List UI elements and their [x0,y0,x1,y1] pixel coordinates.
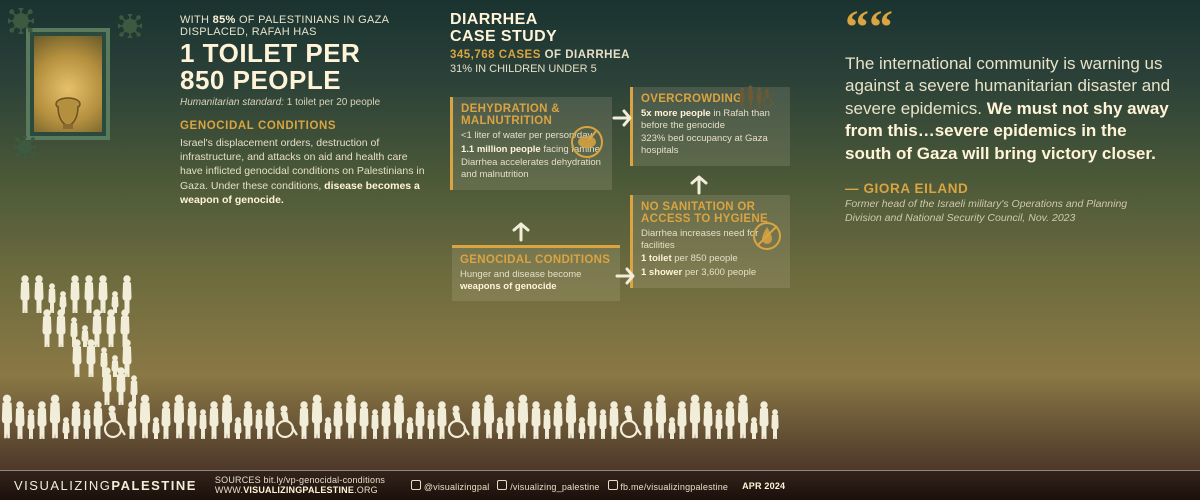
footer-bar: VISUALIZINGPALESTINE SOURCES bit.ly/vp-g… [0,470,1200,500]
quote-attribution: — GIORA EILAND [845,181,1175,196]
silhouette-person [96,275,110,313]
silhouette-person [103,405,127,439]
box-overcrowding: OVERCROWDING 5x more people in Rafah tha… [630,87,790,167]
silhouette-person [104,309,118,347]
crowd-icon [738,85,782,113]
quote-role: Former head of the Israeli military's Op… [845,198,1135,225]
silhouette-person [619,405,643,439]
hill-silhouettes [10,185,230,405]
silhouette-person [275,405,299,439]
intro-line: WITH 85% OF PALESTINIANS IN GAZA DISPLAC… [180,14,425,38]
social-x: @visualizingpal [411,480,489,492]
social-icon [608,480,618,490]
box-dehydration: DEHYDRATION & MALNUTRITION <1 liter of w… [450,97,612,191]
flow-arrow [610,107,632,129]
social-icon [411,480,421,490]
case-count: 345,768 CASES OF DIARRHEA [450,49,790,61]
silhouette-person [40,309,54,347]
silhouette-person [98,347,110,377]
silhouette-person [90,309,104,347]
toilet-icon [50,96,86,130]
social-links: @visualizingpal /visualizing_palestine f… [411,480,728,492]
humanitarian-standard: Humanitarian standard: 1 toilet per 20 p… [180,97,425,108]
case-study-column: DIARRHEACASE STUDY 345,768 CASES OF DIAR… [450,12,790,407]
social-handle: /visualizing_palestine [510,482,599,492]
sources-line: SOURCES bit.ly/vp-genocidal-conditions W… [215,476,385,496]
virus-icon [14,136,36,158]
box-genocidal: GENOCIDAL CONDITIONS Hunger and disease … [452,245,620,302]
virus-icon [8,8,34,34]
flow-arrow [510,222,532,244]
box-sanitation: NO SANITATION OR ACCESS TO HYGIENE Diarr… [630,195,790,289]
section-title-genocidal: GENOCIDAL CONDITIONS [180,120,425,132]
case-study-title: DIARRHEACASE STUDY [450,12,790,46]
silhouette-person [118,309,132,347]
silhouette-person [80,325,90,347]
social-handle: @visualizingpal [424,482,490,492]
quote-column: ““ The international community is warnin… [845,14,1175,225]
silhouette-person [769,409,781,439]
left-column: WITH 85% OF PALESTINIANS IN GAZA DISPLAC… [180,14,425,207]
headline-stat: 1 TOILET PER850 PEOPLE [180,40,425,93]
people-silhouette-strip [0,393,1200,468]
bowl-icon [570,125,604,159]
quote-mark-icon: ““ [845,14,1175,43]
publish-date: APR 2024 [742,481,785,491]
silhouette-person [58,291,68,313]
silhouette-person [447,405,471,439]
flow-arrow [613,265,635,287]
case-children-pct: 31% IN CHILDREN UNDER 5 [450,63,790,75]
silhouette-person [68,275,82,313]
silhouette-person [110,355,120,377]
toilet-illustration [26,28,110,140]
quote-text: The international community is warning u… [845,53,1175,165]
no-water-icon [752,221,782,251]
brand-logo: VISUALIZINGPALESTINE [14,478,197,493]
flow-arrow [688,175,710,197]
silhouette-person [68,317,80,347]
silhouette-person [110,291,120,313]
box-title: GENOCIDAL CONDITIONS [460,254,612,266]
social-ig: /visualizing_palestine [497,480,599,492]
virus-icon [118,14,142,38]
infographic-canvas: WITH 85% OF PALESTINIANS IN GAZA DISPLAC… [0,0,1200,500]
silhouette-person [18,275,32,313]
social-fb: fb.me/visualizingpalestine [608,480,728,492]
silhouette-person [32,275,46,313]
silhouette-person [54,309,68,347]
silhouette-person [46,283,58,313]
social-handle: fb.me/visualizingpalestine [620,482,728,492]
flowchart: DEHYDRATION & MALNUTRITION <1 liter of w… [450,87,790,407]
social-icon [497,480,507,490]
silhouette-person [82,275,96,313]
silhouette-person [120,275,134,313]
box-title: DEHYDRATION & MALNUTRITION [461,103,604,127]
